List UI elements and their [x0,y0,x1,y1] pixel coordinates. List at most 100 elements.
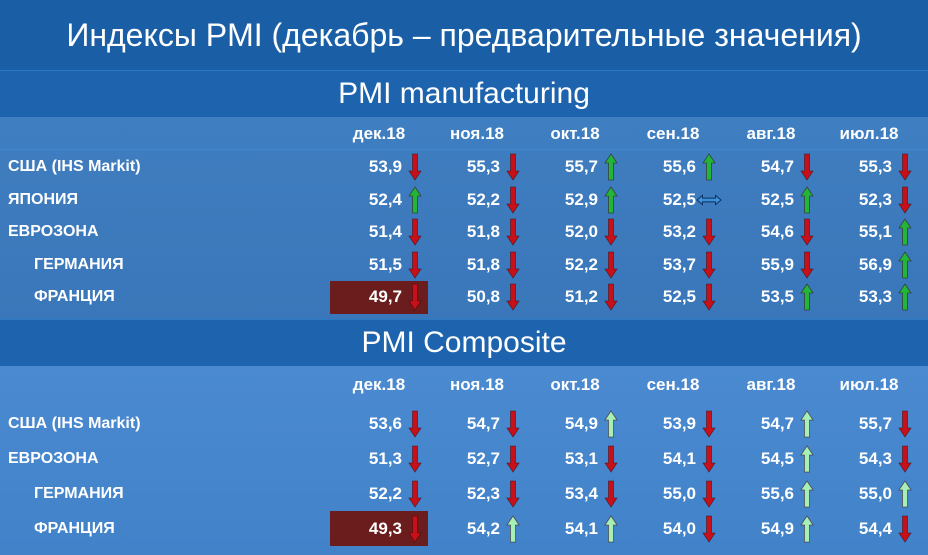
arrow-up-icon [800,186,814,214]
value-cell: 53,4 [526,476,624,511]
arrow-down-icon [604,445,618,473]
value-text: 55,7 [858,413,892,433]
arrow-up-icon [800,479,814,508]
arrow-down-icon [408,445,422,473]
value-cell: 54,2 [428,511,526,546]
value-text: 54,7 [466,413,500,433]
value-text: 55,0 [858,483,892,503]
arrow-up-icon [702,153,716,181]
arrow-down-icon [702,251,716,279]
arrow-down-icon [408,251,422,279]
value-cell: 51,4 [330,216,428,249]
value-text: 52,2 [368,483,402,503]
value-cell: 55,1 [820,216,918,249]
value-text: 55,9 [760,254,794,274]
row-label: ФРАНЦИЯ [34,519,115,537]
value-cell: 55,6 [624,151,722,184]
arrow-down-icon [898,186,912,214]
arrow-down-icon [702,515,716,543]
value-text: 54,4 [858,518,892,538]
column-header-cell: авг.18 [722,370,820,400]
arrow-down-icon [408,283,422,311]
header-divider [0,149,928,150]
column-header-label: июл.18 [839,124,899,143]
arrow-down-icon [702,480,716,508]
value-text: 49,3 [368,518,402,538]
value-cell: 53,9 [624,406,722,441]
value-text: 54,9 [760,518,794,538]
arrow-up-icon [898,218,912,246]
arrow-down-icon [408,153,422,181]
arrow-down-icon [898,153,912,181]
table-row: ФРАНЦИЯ 49,3 54,2 54,1 54,0 54,9 54,4 [0,511,928,546]
composite-section-title: PMI Composite [0,319,928,366]
value-text: 52,5 [662,189,696,209]
column-header-cell: окт.18 [526,370,624,400]
value-text: 52,2 [466,189,500,209]
table-row: США (IHS Markit) 53,6 54,7 54,9 53,9 54,7 55,7 [0,406,928,441]
value-text: 52,3 [858,189,892,209]
arrow-down-icon [506,153,520,181]
table-row: ЯПОНИЯ 52,4 52,2 52,9 52,5 52,5 52,3 [0,184,928,217]
arrow-left-right-icon [696,193,722,207]
value-cell: 54,5 [722,441,820,476]
table-row: ЕВРОЗОНА 51,3 52,7 53,1 54,1 54,5 54,3 [0,441,928,476]
column-header-cell: июл.18 [820,370,918,400]
value-cell: 54,0 [624,511,722,546]
value-text: 52,5 [662,287,696,307]
column-header-cell: сен.18 [624,370,722,400]
arrow-down-icon [898,515,912,543]
value-text: 54,6 [760,222,794,242]
table-row: ГЕРМАНИЯ 51,5 51,8 52,2 53,7 55,9 56,9 [0,249,928,282]
table-row: ФРАНЦИЯ 49,7 50,8 51,2 52,5 53,5 53,3 [0,281,928,314]
value-cell: 51,2 [526,281,624,314]
value-cell: 54,9 [722,511,820,546]
value-text: 51,8 [466,254,500,274]
arrow-down-icon [506,186,520,214]
value-text: 54,9 [564,413,598,433]
value-cell: 52,3 [820,184,918,217]
arrow-up-icon [604,153,618,181]
arrow-down-icon [408,515,422,543]
value-cell: 55,0 [624,476,722,511]
value-text: 53,7 [662,254,696,274]
arrow-up-icon [800,444,814,473]
value-text: 52,0 [564,222,598,242]
row-label: ГЕРМАНИЯ [34,255,124,273]
value-cell: 54,4 [820,511,918,546]
value-cell: 55,7 [820,406,918,441]
arrow-down-icon [408,410,422,438]
value-text: 53,9 [368,157,402,177]
value-cell: 55,7 [526,151,624,184]
value-cell: 52,5 [624,281,722,314]
value-text: 51,3 [368,448,402,468]
value-cell: 52,2 [526,249,624,282]
row-label: ЕВРОЗОНА [8,223,99,241]
value-cell: 52,5 [624,184,722,217]
value-cell: 54,1 [526,511,624,546]
value-cell: 56,9 [820,249,918,282]
column-header-label: авг.18 [746,375,796,394]
arrow-down-icon [800,153,814,181]
value-cell: 53,2 [624,216,722,249]
arrow-down-icon [702,283,716,311]
arrow-down-icon [408,218,422,246]
value-cell: 52,2 [428,184,526,217]
arrow-up-icon [604,514,618,543]
value-text: 54,2 [466,518,500,538]
arrow-down-icon [604,283,618,311]
column-header-label: дек.18 [352,375,406,394]
value-text: 53,2 [662,222,696,242]
value-cell: 52,3 [428,476,526,511]
arrow-down-icon [506,251,520,279]
row-label: ФРАНЦИЯ [34,288,115,306]
value-text: 54,3 [858,448,892,468]
arrow-up-icon [800,409,814,438]
value-text: 50,8 [466,287,500,307]
manufacturing-table: дек.18 ноя.18 окт.18 сен.18 авг.18 июл.18 США … [0,117,928,319]
value-cell: 52,5 [722,184,820,217]
arrow-up-icon [898,251,912,279]
value-text: 51,4 [368,222,402,242]
value-text: 53,9 [662,413,696,433]
page-title: Индексы PMI (декабрь – предварительные з… [0,0,928,70]
